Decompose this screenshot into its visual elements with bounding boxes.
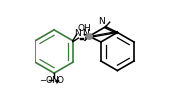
Text: N: N (51, 76, 57, 85)
Text: N: N (98, 17, 105, 26)
Text: N: N (75, 29, 81, 38)
Text: O: O (56, 76, 63, 85)
Text: OH: OH (78, 25, 91, 33)
Text: −O: −O (39, 76, 53, 85)
Text: N: N (82, 29, 89, 38)
Text: +: + (53, 79, 59, 85)
